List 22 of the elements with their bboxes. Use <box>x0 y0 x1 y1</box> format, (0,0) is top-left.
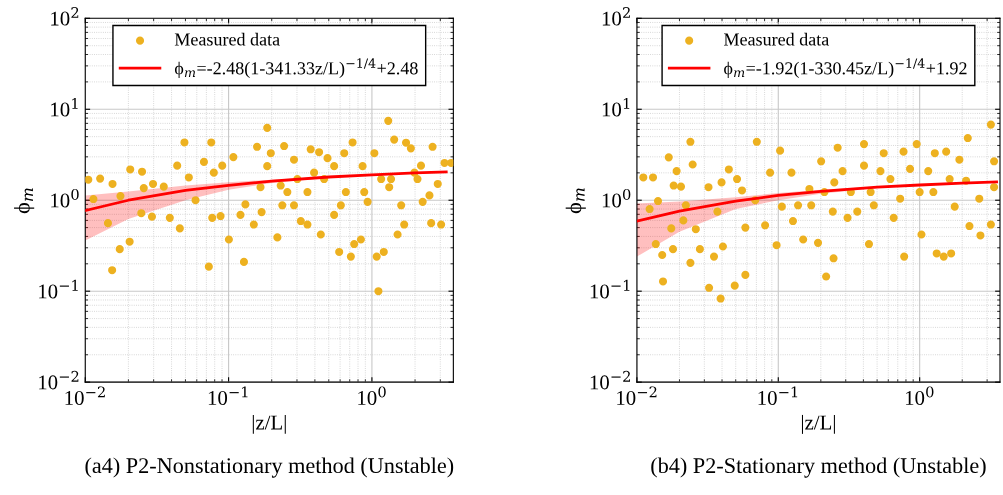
legend-label: Measured data <box>174 32 280 46</box>
y-tick-label: 10$^{2}$ <box>51 7 79 26</box>
y-tick-label: 10$^{2}$ <box>602 7 630 26</box>
x-axis-title: |z/L| <box>252 414 286 434</box>
y-tick-label: 10$^{0}$ <box>602 188 631 208</box>
y-tick-label: 10$^{−1}$ <box>590 279 630 299</box>
legend-label: ϕ$_{m}$=-2.48(1-341.33z/L)$^{−1/4}$+2.48 <box>174 58 418 79</box>
x-tick-label: 10$^{−1}$ <box>208 386 248 405</box>
x-axis-title: |z/L| <box>801 414 835 434</box>
y-tick-label: 10$^{0}$ <box>51 188 79 208</box>
y-axis-title: ϕ$_{m}$ <box>14 188 35 214</box>
y-tick-label: 10$^{1}$ <box>602 97 630 117</box>
text: (a4) P2-Nonstationary method (Unstable) <box>85 457 454 478</box>
legend-label: ϕ$_{m}$=-1.92(1-330.45z/L)$^{−1/4}$+1.92 <box>724 58 967 79</box>
y-tick-label: 10$^{−1}$ <box>39 279 78 299</box>
x-tick-label: 10$^{0}$ <box>358 386 386 405</box>
text: (b4) P2-Stationary method (Unstable) <box>651 457 986 478</box>
x-tick-label: 10$^{−1}$ <box>758 386 798 405</box>
x-tick-label: 10$^{0}$ <box>905 386 934 405</box>
y-axis-title: ϕ$_{m}$ <box>565 188 586 214</box>
y-tick-label: 10$^{1}$ <box>51 97 78 117</box>
legend-label: Measured data <box>723 32 830 46</box>
